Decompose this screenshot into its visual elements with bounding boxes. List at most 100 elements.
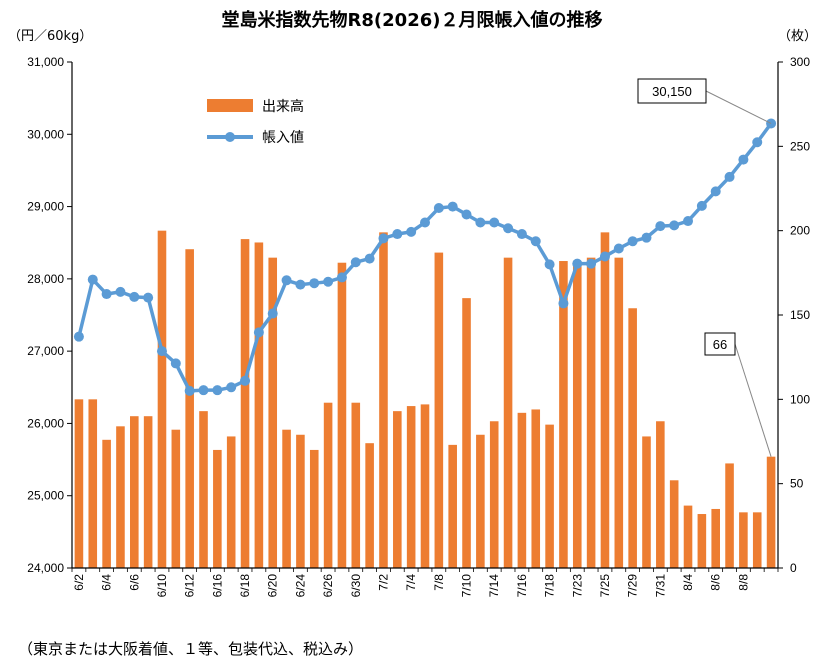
x-tick-label: 6/18 (238, 574, 252, 598)
left-tick-label: 29,000 (27, 200, 64, 214)
right-axis-unit: （枚） (778, 29, 817, 44)
volume-bar (199, 411, 208, 568)
callout-last-price-box (637, 78, 707, 104)
volume-bar (254, 242, 264, 568)
volume-bar (434, 252, 444, 569)
settlement-point (447, 201, 458, 212)
x-tick-label: 8/8 (736, 574, 750, 591)
settlement-point (503, 223, 514, 234)
right-tick-label: 200 (790, 224, 810, 238)
volume-bar (268, 257, 278, 568)
x-tick-label: 7/14 (487, 574, 501, 598)
volume-bar (683, 505, 693, 568)
settlement-point (184, 385, 195, 396)
x-tick-label: 7/4 (404, 574, 418, 591)
legend-line-label: 帳入値 (262, 130, 304, 146)
right-tick-label: 100 (790, 392, 810, 406)
settlement-point (281, 275, 292, 286)
legend: 出来高 帳入値 (207, 98, 304, 146)
settlement-point (143, 292, 154, 303)
settlement-point (336, 272, 347, 283)
settlement-point (226, 382, 237, 393)
volume-bar (642, 436, 651, 568)
settlement-point (364, 253, 375, 264)
volume-bar (503, 257, 513, 568)
volume-bar (282, 429, 291, 568)
x-tick-label: 6/4 (100, 574, 114, 591)
right-tick-label: 300 (790, 55, 810, 69)
volume-bar (406, 406, 416, 568)
volume-bar (226, 436, 236, 568)
volume-bar (365, 443, 374, 568)
settlement-point (115, 286, 126, 297)
settlement-point (350, 257, 361, 268)
settlement-point (516, 229, 527, 240)
callout-last-volume-leader (734, 343, 772, 457)
settlement-point (627, 236, 638, 247)
settlement-point (683, 216, 694, 227)
volume-bar (309, 449, 319, 568)
volume-bar (669, 480, 679, 568)
legend-bar-label: 出来高 (262, 98, 304, 115)
volume-bar (185, 249, 194, 568)
settlement-point (156, 346, 167, 357)
volume-bar (102, 439, 111, 568)
x-tick-label: 8/6 (709, 574, 723, 591)
settlement-point (752, 137, 763, 148)
volume-bar (697, 514, 707, 568)
settlement-point (558, 298, 569, 309)
settlement-line (73, 118, 777, 396)
settlement-point (378, 233, 389, 244)
x-tick-label: 6/2 (72, 574, 86, 591)
volume-bar (531, 409, 541, 568)
volume-bar (448, 444, 457, 568)
volume-bar (725, 463, 734, 568)
volume-bar (752, 512, 762, 568)
volume-bar (88, 399, 98, 568)
volume-bar (711, 508, 720, 568)
settlement-point (710, 186, 721, 197)
settlement-point (544, 259, 555, 270)
x-tick-label: 7/25 (598, 574, 612, 598)
volume-bar (545, 424, 554, 568)
x-axis-ticks: 6/2 6/4 6/6 6/10 6/12 6/16 6/18 6/20 6/24 6/26 6/3… (71, 568, 779, 598)
settlement-point (267, 308, 278, 319)
settlement-point (170, 358, 181, 369)
right-tick-label: 150 (790, 308, 810, 322)
volume-bar (586, 257, 596, 568)
volume-bar (393, 411, 402, 568)
settlement-point (73, 331, 84, 342)
settlement-point (433, 203, 444, 214)
volume-bar (171, 429, 181, 568)
left-tick-label: 27,000 (27, 344, 64, 358)
settlement-point (530, 236, 541, 247)
settlement-point (669, 220, 680, 231)
x-tick-label: 7/23 (570, 574, 584, 598)
settlement-point (641, 232, 652, 243)
settlement-point (240, 375, 251, 386)
x-tick-label: 6/16 (210, 574, 224, 598)
settlement-point (613, 243, 624, 254)
volume-bar (213, 449, 222, 568)
volume-bar (739, 512, 748, 568)
callout-last-price: 30,150 (637, 78, 772, 124)
volume-bar (476, 434, 485, 568)
right-axis-ticks: 0 50 100 150 200 250 300 (778, 55, 810, 575)
callout-last-price-text: 30,150 (652, 84, 692, 99)
volume-bar (489, 421, 499, 568)
legend-bar-swatch (207, 99, 253, 112)
x-tick-label: 7/2 (376, 574, 390, 591)
left-tick-label: 25,000 (27, 489, 64, 503)
settlement-line-path (77, 122, 773, 393)
left-axis-ticks: 24,000 25,000 26,000 27,000 28,000 29,000 30,0… (27, 55, 72, 575)
volume-bar (379, 232, 388, 568)
settlement-point (309, 278, 320, 289)
settlement-point (101, 289, 112, 300)
x-tick-label: 6/30 (349, 574, 363, 598)
left-tick-label: 31,000 (27, 55, 64, 69)
callout-last-volume-text: 66 (713, 337, 727, 352)
x-tick-label: 6/20 (266, 574, 280, 598)
volume-bar (614, 257, 624, 568)
settlement-point (572, 258, 583, 269)
volume-bar (74, 399, 84, 568)
